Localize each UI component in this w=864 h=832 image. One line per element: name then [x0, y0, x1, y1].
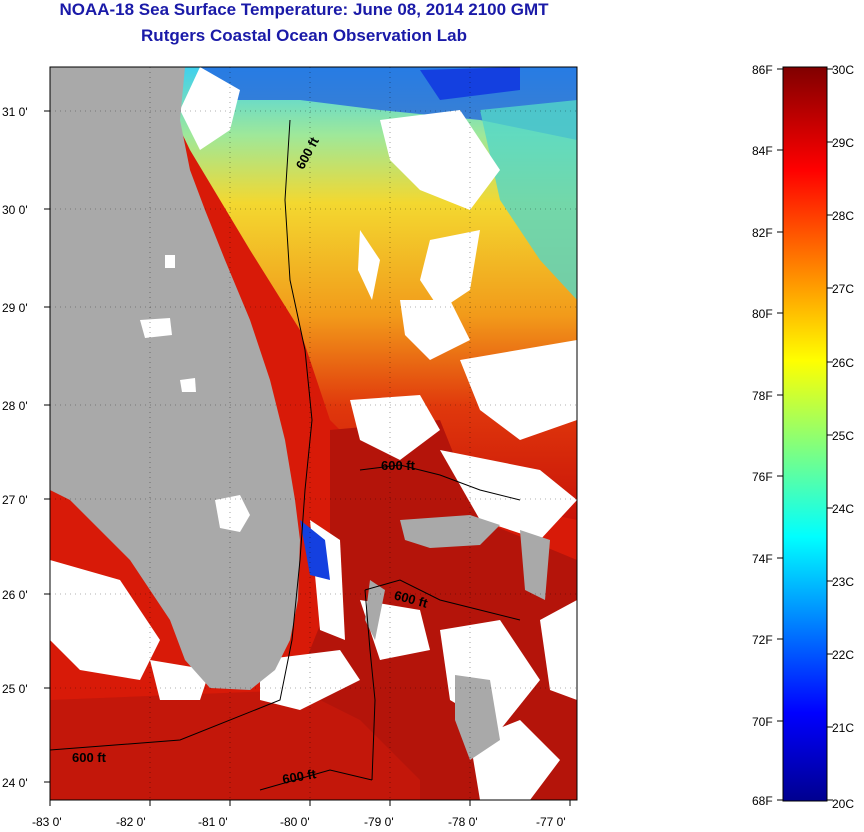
colorbar-c-label: 26C — [832, 356, 854, 370]
colorbar-f-label: 82F — [752, 226, 773, 240]
colorbar-c-label: 30C — [832, 63, 854, 77]
florida-straits-water — [50, 690, 420, 800]
colorbar-f-label: 78F — [752, 389, 773, 403]
colorbar-f-label: 76F — [752, 470, 773, 484]
colorbar-c-label: 22C — [832, 648, 854, 662]
colorbar-fahrenheit-labels: 86F 84F 82F 80F 78F 76F 74F 72F 70F 68F — [752, 63, 773, 808]
lon-label: -81 0' — [198, 815, 228, 829]
lat-label: 26 0' — [2, 588, 28, 602]
contour-label: 600 ft — [281, 766, 318, 787]
lat-label: 28 0' — [2, 399, 28, 413]
lat-label: 24 0' — [2, 776, 28, 790]
colorbar-celsius-labels: 30C 29C 28C 27C 26C 25C 24C 23C 22C 21C … — [832, 63, 854, 811]
depth-contours — [50, 119, 521, 791]
colorbar-c-label: 24C — [832, 502, 854, 516]
colorbar-f-label: 68F — [752, 794, 773, 808]
land-cloud-specks — [140, 255, 196, 392]
colorbar-f-label: 84F — [752, 144, 773, 158]
florida-land — [50, 67, 300, 690]
colorbar-c-label: 21C — [832, 721, 854, 735]
colorbar-c-label: 28C — [832, 209, 854, 223]
colorbar-f-label: 80F — [752, 307, 773, 321]
lon-label: -79 0' — [364, 815, 394, 829]
contour-label: 600 ft — [72, 750, 107, 765]
lon-label: -82 0' — [116, 815, 146, 829]
colorbar-c-label: 29C — [832, 136, 854, 150]
map-frame — [49, 66, 578, 801]
lat-label: 25 0' — [2, 682, 28, 696]
colorbar-c-label: 23C — [832, 575, 854, 589]
lat-label: 31 0' — [2, 105, 28, 119]
lake-okeechobee — [215, 495, 250, 532]
lon-label: -80 0' — [280, 815, 310, 829]
lat-label: 27 0' — [2, 493, 28, 507]
cool-water-east — [480, 100, 577, 300]
lat-label: 30 0' — [2, 203, 28, 217]
colorbar-f-label: 86F — [752, 63, 773, 77]
tick-marks — [44, 110, 571, 806]
lon-label: -77 0' — [536, 815, 566, 829]
graticule — [50, 67, 577, 800]
bahamas-land — [365, 515, 550, 760]
colorbar-ticks — [777, 68, 833, 801]
colorbar-c-label: 20C — [832, 797, 854, 811]
lon-label: -78 0' — [448, 815, 478, 829]
colorbar-f-label: 72F — [752, 633, 773, 647]
lat-label: 29 0' — [2, 301, 28, 315]
colorbar-f-label: 70F — [752, 715, 773, 729]
colorbar-f-label: 74F — [752, 552, 773, 566]
longitude-labels: -83 0' -82 0' -81 0' -80 0' -79 0' -78 0… — [32, 815, 566, 829]
colorbar — [782, 66, 828, 802]
colorbar-c-label: 25C — [832, 429, 854, 443]
latitude-labels: 24 0' 25 0' 26 0' 27 0' 28 0' 29 0' 30 0… — [2, 105, 28, 790]
map-subtitle: Rutgers Coastal Ocean Observation Lab — [141, 26, 467, 45]
sst-image — [50, 67, 577, 800]
lon-label: -83 0' — [32, 815, 62, 829]
contour-label: 600 ft — [381, 458, 416, 473]
map-title: NOAA-18 Sea Surface Temperature: June 08… — [59, 0, 549, 19]
colorbar-c-label: 27C — [832, 282, 854, 296]
